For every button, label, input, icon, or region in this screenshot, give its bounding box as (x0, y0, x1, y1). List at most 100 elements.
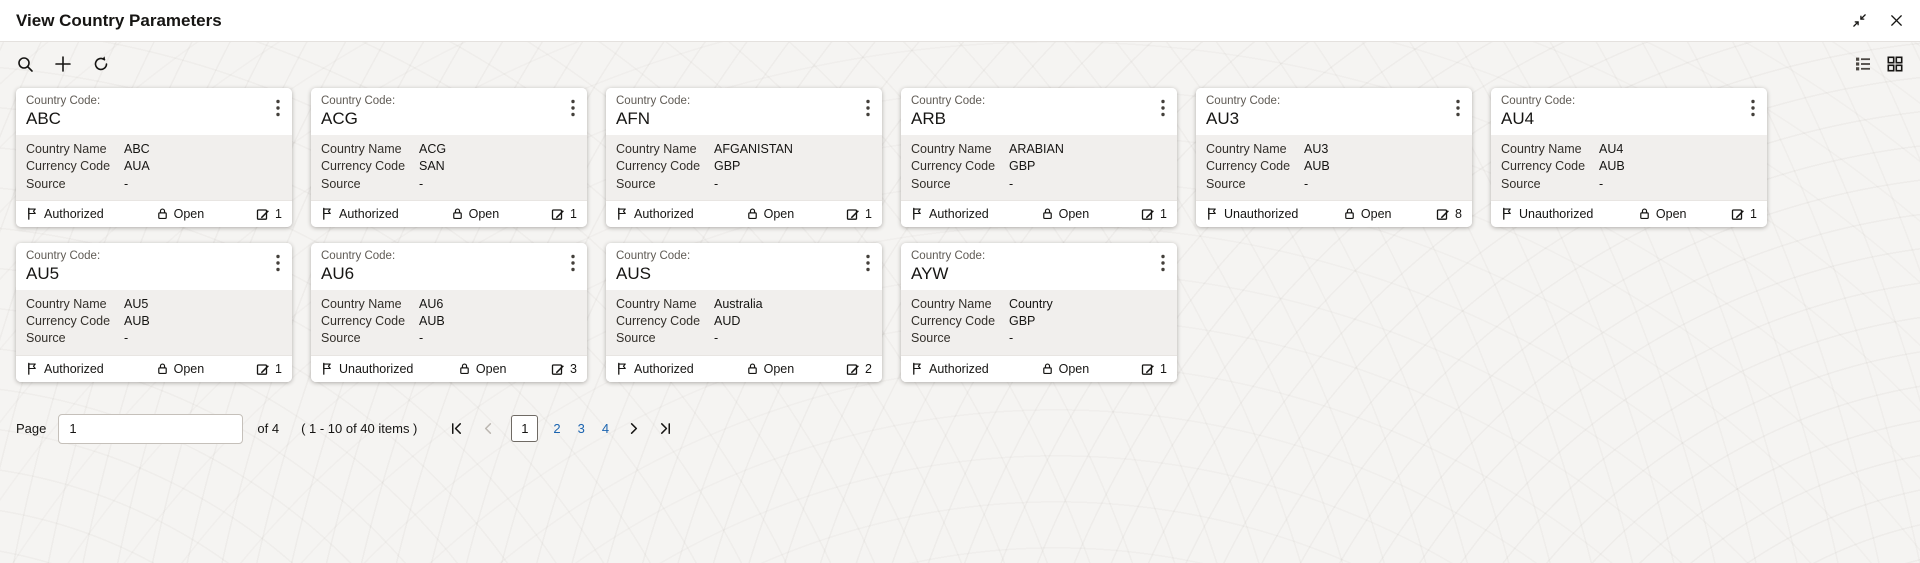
list-view-button[interactable] (1854, 55, 1872, 73)
card-details: Country Name ABC Currency Code AUA Sourc… (16, 135, 292, 200)
kebab-menu-button[interactable] (565, 250, 581, 279)
currency-code-value: GBP (714, 159, 741, 174)
kebab-menu-button[interactable] (1155, 250, 1171, 279)
page-number-button[interactable]: 2 (553, 421, 561, 436)
kebab-menu-button[interactable] (565, 95, 581, 124)
country-code-value: AU6 (321, 263, 355, 283)
kebab-menu-button[interactable] (1155, 95, 1171, 124)
window-header: View Country Parameters (0, 0, 1920, 42)
country-card[interactable]: Country Code: AFN Country Name AFGANISTA… (606, 88, 882, 227)
source-value: - (419, 176, 424, 191)
source-value: - (124, 331, 129, 346)
country-name-label: Country Name (26, 296, 107, 311)
currency-code-value: AUD (714, 314, 741, 328)
page-number-button[interactable]: 3 (577, 421, 585, 436)
country-name-value: AU4 (1599, 142, 1624, 156)
country-card[interactable]: Country Code: AU3 Country Name AU3 Curre… (1196, 88, 1472, 227)
resize-window-button[interactable] (1852, 13, 1867, 28)
edit-count-text: 1 (570, 206, 577, 221)
country-name-value: ARABIAN (1009, 142, 1064, 156)
currency-code-label: Currency Code (1501, 159, 1586, 174)
toolbar-left (16, 55, 110, 73)
kebab-menu-button[interactable] (1450, 95, 1466, 124)
source-value: - (1599, 176, 1604, 191)
country-card[interactable]: Country Code: ARB Country Name ARABIAN C… (901, 88, 1177, 227)
country-code-label: Country Code: (616, 95, 691, 107)
kebab-menu-button[interactable] (1745, 95, 1761, 124)
country-code-value: AU3 (1206, 109, 1240, 128)
authorization-status-text: Unauthorized (339, 361, 414, 376)
add-button[interactable] (54, 55, 72, 73)
kebab-menu-button[interactable] (270, 95, 286, 124)
page-of-label: of 4 (257, 421, 280, 436)
authorization-status-text: Authorized (339, 206, 399, 221)
first-page-button[interactable] (447, 419, 466, 438)
card-header: Country Code: AU4 (1491, 88, 1767, 135)
country-card[interactable]: Country Code: AU5 Country Name AU5 Curre… (16, 242, 292, 382)
currency-code-value: SAN (419, 159, 445, 174)
source-label: Source (321, 176, 361, 191)
status-flag-icon (913, 362, 921, 375)
edit-count-icon (1141, 209, 1154, 220)
country-code-value: AYW (911, 263, 949, 283)
record-state: Open (458, 362, 507, 376)
page-title: View Country Parameters (16, 10, 222, 30)
card-footer: Authorized Open 1 (606, 199, 882, 227)
pagination-controls: 1 2 3 4 (447, 415, 675, 442)
kebab-menu-button[interactable] (860, 250, 876, 279)
kebab-menu-button[interactable] (860, 95, 876, 124)
country-card[interactable]: Country Code: AYW Country Name Country C… (901, 242, 1177, 382)
status-flag-icon (323, 207, 331, 220)
refresh-icon (94, 56, 108, 71)
card-footer: Authorized Open 1 (901, 354, 1177, 382)
country-name-label: Country Name (321, 296, 402, 311)
kebab-icon (866, 254, 870, 271)
page-number-button[interactable]: 4 (601, 421, 610, 436)
country-name-label: Country Name (1206, 142, 1287, 156)
status-flag-icon (618, 207, 626, 220)
prev-page-button[interactable] (479, 419, 498, 438)
lock-icon (1042, 208, 1052, 220)
page-input[interactable] (58, 413, 244, 444)
refresh-button[interactable] (92, 55, 110, 73)
card-details: Country Name AU3 Currency Code AUB Sourc… (1196, 135, 1472, 200)
last-page-button[interactable] (656, 419, 675, 438)
country-card[interactable]: Country Code: AUS Country Name Australia… (606, 242, 882, 382)
status-flag-icon (1503, 207, 1511, 220)
pagination-bar: Page of 4 ( 1 - 10 of 40 items ) 1 2 3 4 (0, 413, 1920, 444)
prev-page-icon (485, 423, 492, 434)
record-state: Open (746, 206, 795, 221)
lock-icon (452, 208, 462, 220)
currency-code-label: Currency Code (911, 159, 996, 174)
close-window-button[interactable] (1889, 13, 1904, 28)
country-name-value: ACG (419, 142, 447, 156)
edit-count: 1 (551, 207, 577, 221)
edit-count-text: 1 (1160, 206, 1167, 221)
page-number-button[interactable]: 1 (511, 415, 539, 442)
authorization-status: Unauthorized (1501, 207, 1593, 221)
country-name-value: Country (1009, 296, 1053, 311)
country-code-value: ABC (26, 109, 61, 128)
grid-view-button[interactable] (1886, 55, 1904, 73)
first-page-icon (452, 423, 462, 434)
search-button[interactable] (16, 55, 34, 73)
country-name-label: Country Name (911, 142, 992, 156)
lock-icon (747, 363, 757, 375)
record-state-text: Open (173, 361, 205, 376)
record-state: Open (1041, 207, 1089, 221)
edit-count-icon (846, 363, 859, 375)
country-code-label: Country Code: (26, 249, 101, 262)
record-state-text: Open (763, 206, 795, 221)
record-state: Open (1343, 207, 1392, 221)
country-card[interactable]: Country Code: ABC Country Name ABC Curre… (16, 88, 292, 227)
country-card[interactable]: Country Code: AU4 Country Name AU4 Curre… (1491, 88, 1767, 227)
country-card[interactable]: Country Code: AU6 Country Name AU6 Curre… (311, 242, 587, 382)
close-icon (1891, 15, 1902, 26)
page-links: 1 2 3 4 (511, 415, 611, 442)
authorization-status-text: Unauthorized (1224, 206, 1299, 221)
edit-count: 1 (1731, 207, 1757, 221)
kebab-menu-button[interactable] (270, 250, 286, 279)
authorization-status-text: Authorized (44, 361, 104, 376)
next-page-button[interactable] (624, 419, 643, 438)
country-card[interactable]: Country Code: ACG Country Name ACG Curre… (311, 88, 587, 227)
